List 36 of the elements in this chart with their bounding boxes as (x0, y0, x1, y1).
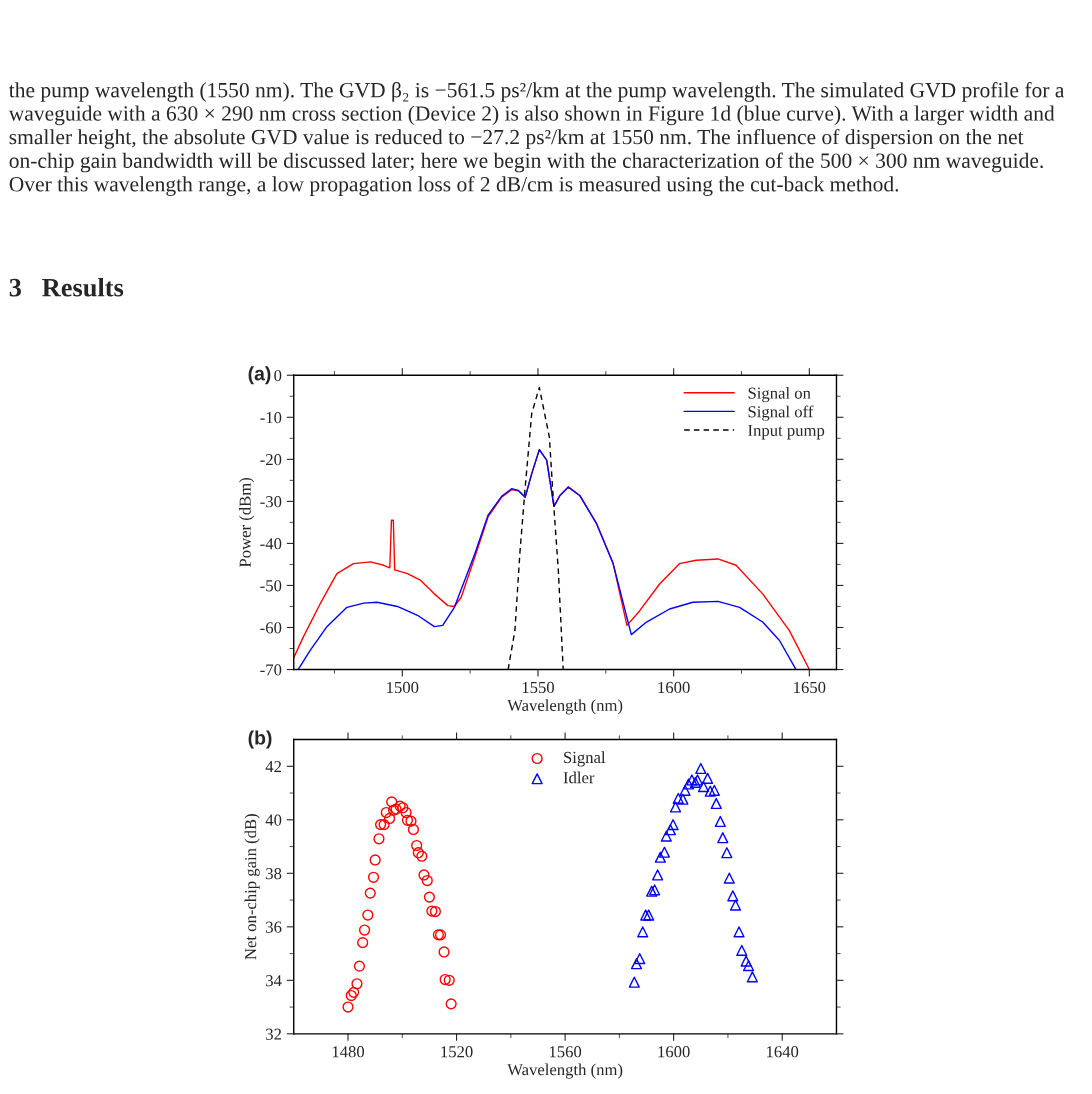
x-tick-label: 1480 (332, 1046, 365, 1058)
x-axis-title: Wavelength (nm) (507, 1063, 623, 1079)
legend-label: Signal off (748, 405, 814, 421)
y-tick-label: -10 (260, 411, 282, 424)
y-tick-label: 32 (266, 1028, 282, 1040)
x-tick-label: 1600 (658, 1046, 690, 1058)
x-tick-label: 1500 (387, 681, 419, 694)
y-tick-label: -30 (260, 496, 282, 508)
y-axis-title: Power (dBm) (239, 477, 255, 568)
y-axis-title: Net on-chip gain (dB) (244, 814, 260, 960)
x-tick-label: 1600 (658, 681, 690, 694)
legend-label: Signal (564, 751, 606, 767)
x-tick-label: 1520 (441, 1046, 473, 1058)
x-tick-label: 1650 (794, 681, 826, 694)
y-tick-label: -70 (260, 664, 282, 676)
y-tick-label: -20 (260, 454, 282, 466)
text: the pump wavelength (1550 nm). The GVD β₂ is −561.5 ps²/km at the pump wavelength. The simulated GVD profile for a waveguide with a 630 × 290 nm cross section (Device 2) is also shown in Figure 1d (blue curve). With a larger width and smaller height, the absolute GVD value is reduced to −27.2 ps²/km at 1550 nm. The influence of dispersion on the net on-chip gain bandwidth will be discussed later; here we begin with the characterization of the 500 × 300 nm waveguide. Over this wavelength range, a low propagation loss of 2 dB/cm is measured using the cut-back method. (8, 82, 1065, 196)
x-tick-label: 1550 (522, 681, 555, 694)
chart-title: (a) (248, 366, 271, 385)
y-tick-label: 40 (265, 814, 282, 826)
y-tick-label: 34 (266, 975, 282, 987)
legend-label: Idler (563, 771, 595, 784)
y-tick-label: 36 (266, 921, 282, 933)
x-tick-label: 1640 (767, 1046, 799, 1058)
y-tick-label: 0 (274, 369, 282, 382)
text: 3 Results (9, 277, 124, 297)
x-tick-label: 1560 (549, 1046, 582, 1058)
y-tick-label: -60 (260, 622, 282, 634)
x-axis-title: Wavelength (nm) (507, 699, 623, 715)
y-tick-label: -50 (260, 580, 282, 592)
chart-title: (b) (248, 730, 272, 749)
y-tick-label: -40 (260, 538, 282, 550)
y-tick-label: 38 (266, 868, 282, 880)
legend-label: Input pump (748, 424, 825, 440)
y-tick-label: 42 (265, 761, 282, 773)
legend-label: Signal on (748, 387, 811, 403)
